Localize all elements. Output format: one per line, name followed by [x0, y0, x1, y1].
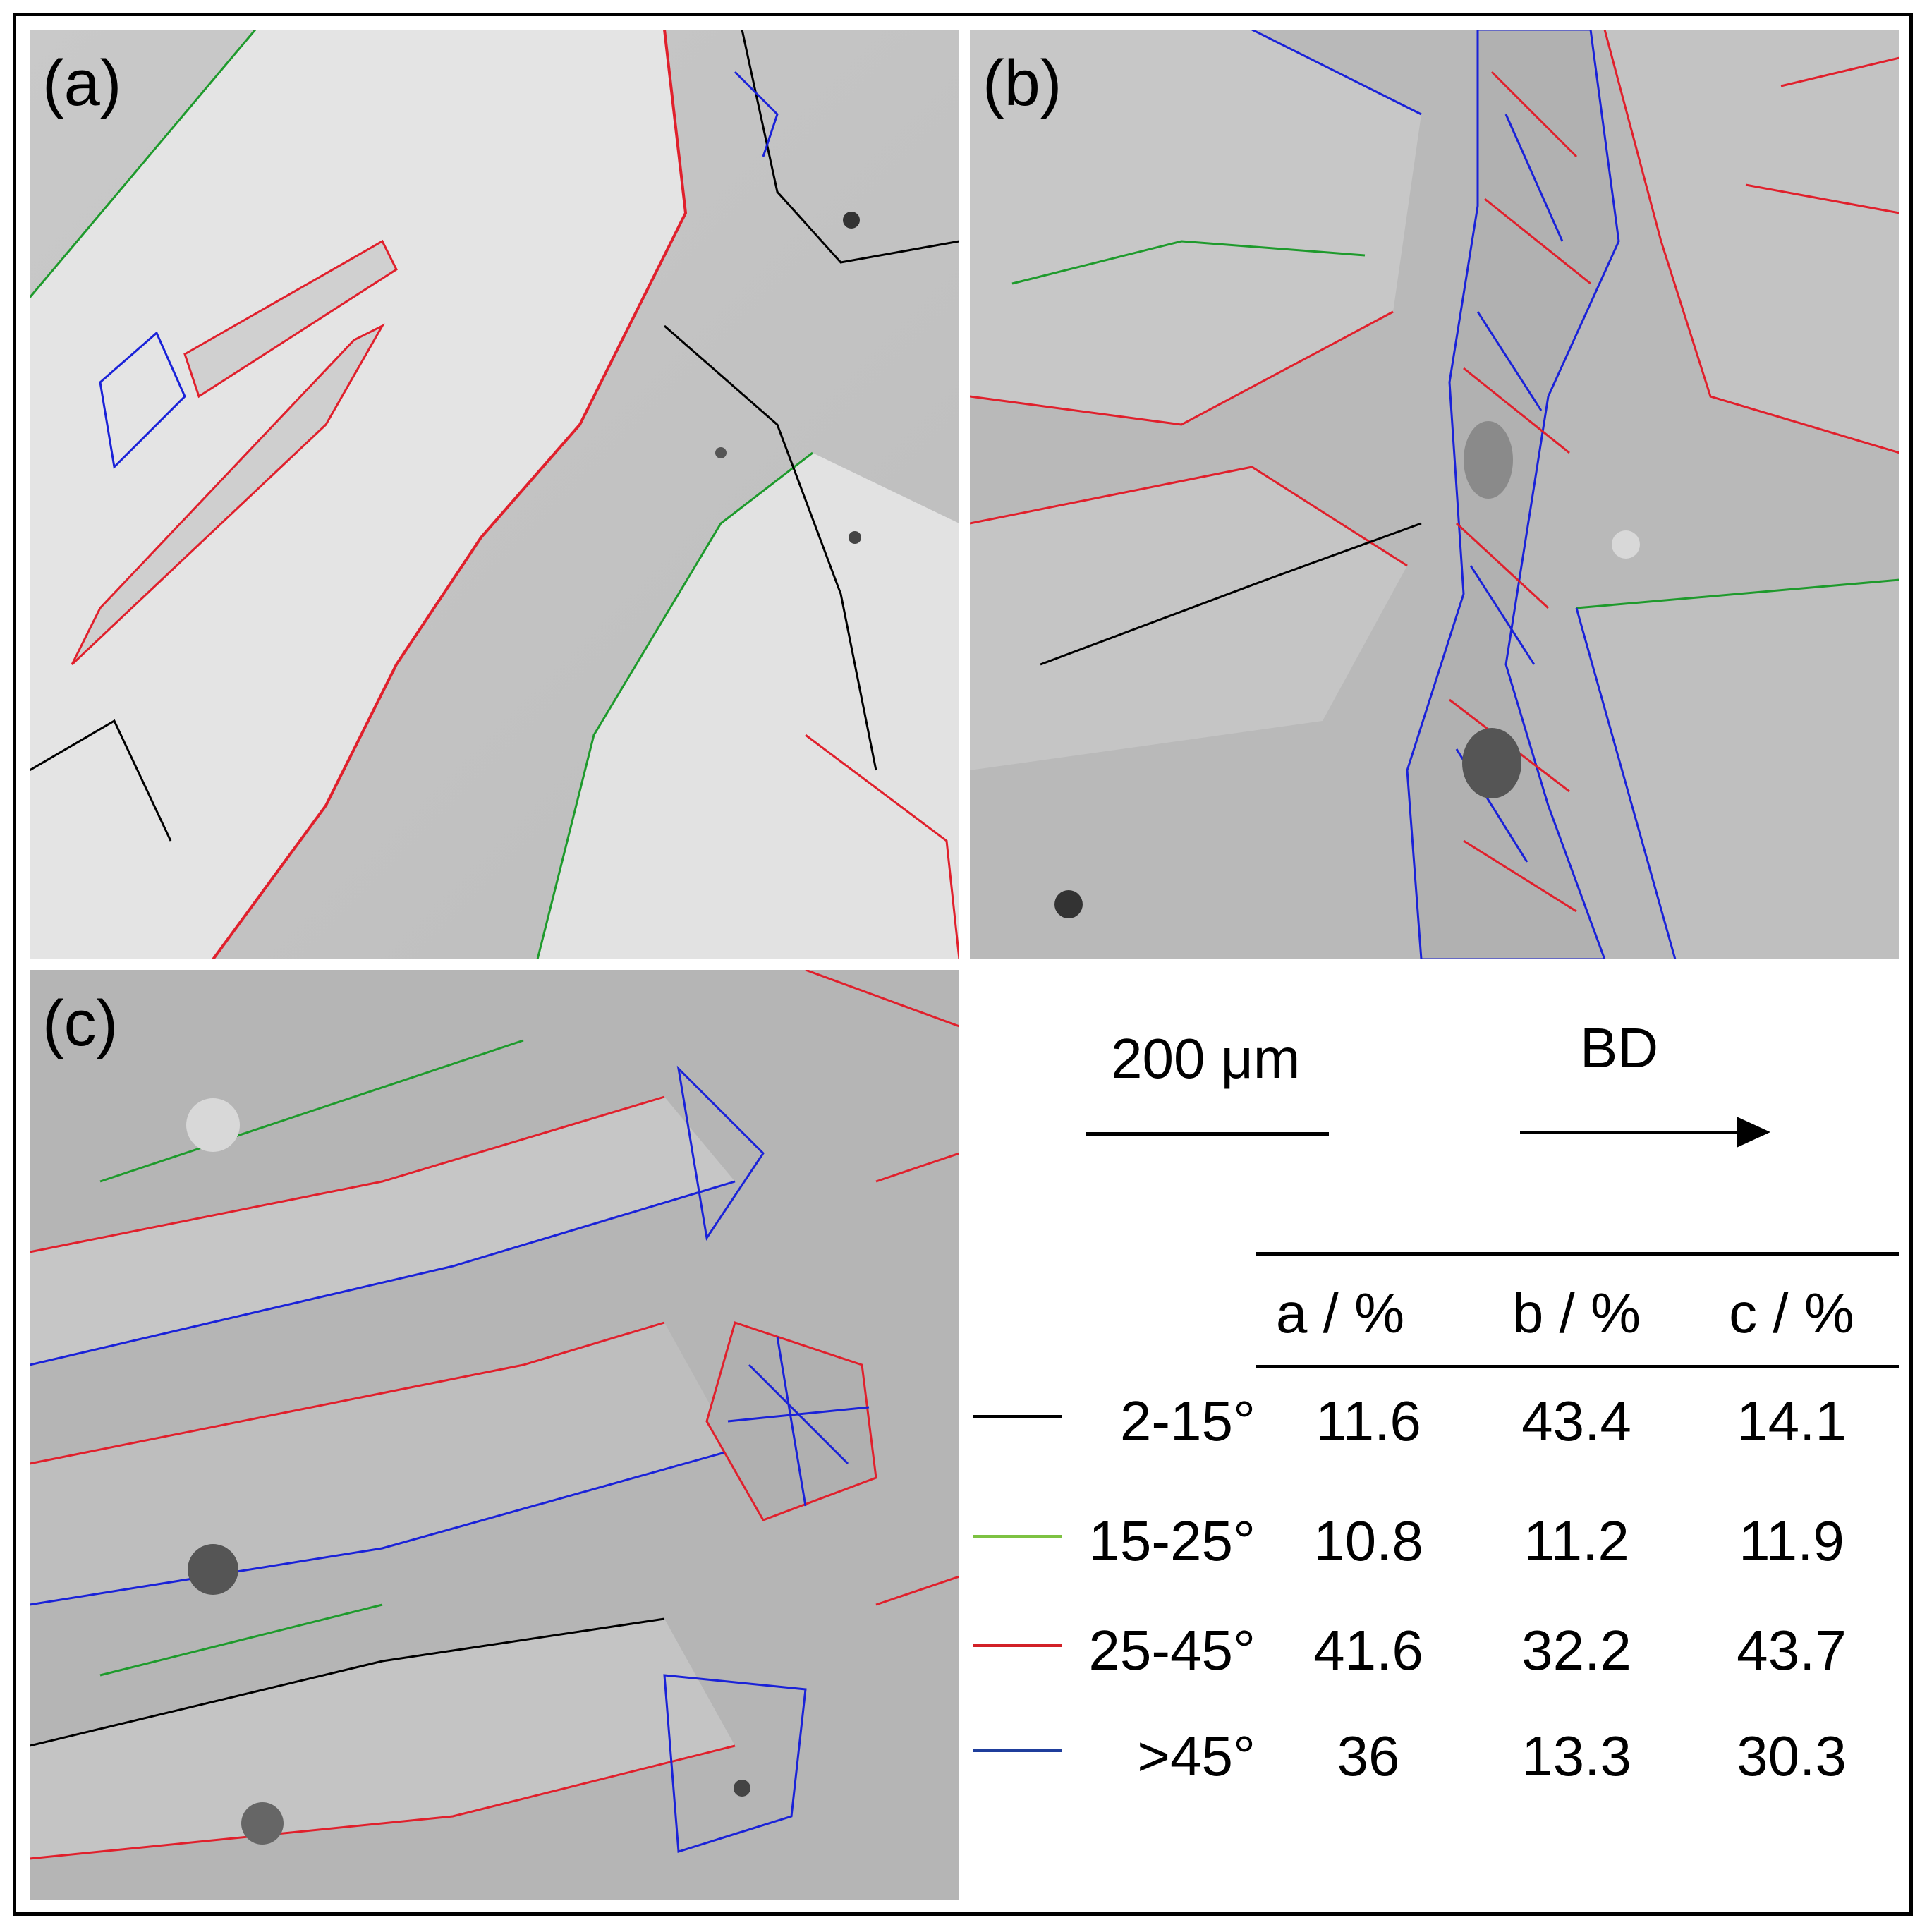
arrow-right-icon	[1737, 1117, 1770, 1148]
table-cell: 11.2	[1524, 1509, 1629, 1572]
micrograph-b-image	[970, 30, 1899, 959]
legend-line-15-25	[973, 1535, 1062, 1538]
micrograph-panel-b: (b)	[970, 30, 1899, 959]
panel-a-label: (a)	[42, 47, 122, 119]
table-cell: 10.8	[1313, 1509, 1423, 1572]
table-cell: 32.2	[1521, 1619, 1631, 1682]
table-cell: 43.7	[1737, 1619, 1847, 1682]
table-cell: 43.4	[1521, 1390, 1631, 1452]
panel-b-label: (b)	[983, 47, 1062, 119]
panel-c-label: (c)	[42, 988, 118, 1059]
table-header-c: c / %	[1729, 1282, 1854, 1344]
table-header-rule	[1256, 1365, 1899, 1368]
micrograph-panel-a: (a)	[30, 30, 959, 959]
micrograph-panel-c: (c)	[30, 970, 959, 1900]
table-row-label: 25-45°	[1088, 1619, 1256, 1682]
build-direction-arrow-shaft	[1520, 1131, 1742, 1134]
legend-line-25-45	[973, 1644, 1062, 1647]
table-cell: 11.9	[1739, 1509, 1844, 1572]
table-header-a: a / %	[1275, 1282, 1405, 1344]
table-cell: 14.1	[1737, 1390, 1847, 1452]
legend-line-low-angle	[973, 1415, 1062, 1418]
scale-bar-label: 200 μm	[1111, 1027, 1301, 1090]
figure-frame	[13, 13, 1913, 1916]
table-cell: 11.6	[1315, 1390, 1421, 1452]
micrograph-c-image	[30, 970, 959, 1900]
build-direction-label: BD	[1580, 1016, 1659, 1079]
table-cell: 30.3	[1737, 1725, 1847, 1787]
table-header-b: b / %	[1512, 1282, 1641, 1344]
table-top-rule	[1256, 1252, 1899, 1256]
scale-bar	[1086, 1132, 1329, 1136]
table-row-label: 2-15°	[1119, 1390, 1256, 1452]
legend-line-above-45	[973, 1749, 1062, 1752]
table-row-label: >45°	[1137, 1725, 1256, 1787]
table-row-label: 15-25°	[1088, 1509, 1256, 1572]
table-cell: 13.3	[1521, 1725, 1631, 1787]
micrograph-a-image	[30, 30, 959, 959]
table-cell: 41.6	[1313, 1619, 1423, 1682]
table-cell: 36	[1337, 1725, 1400, 1787]
